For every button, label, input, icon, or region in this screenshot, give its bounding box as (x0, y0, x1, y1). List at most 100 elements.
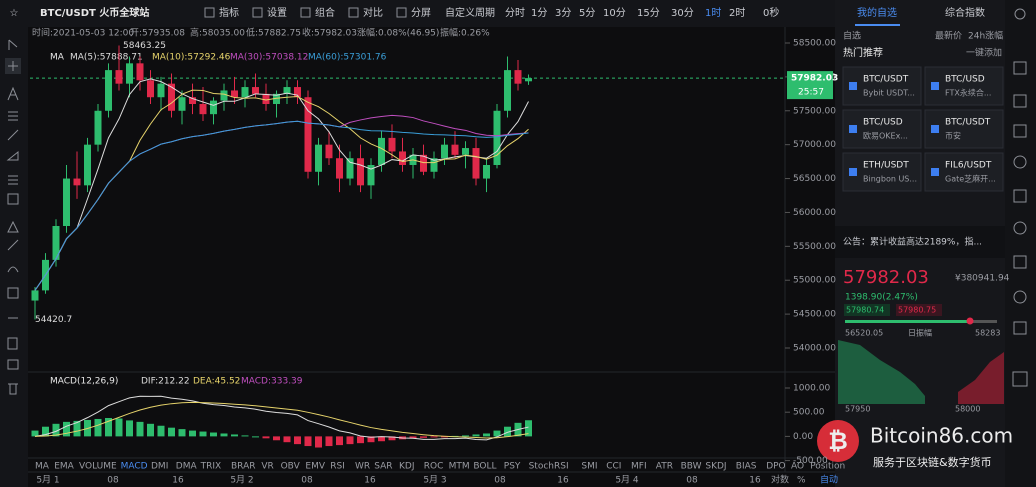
tool-icon[interactable] (7, 129, 19, 141)
indicator-tab[interactable]: BOLL (473, 462, 496, 472)
side-icon[interactable] (1013, 189, 1027, 203)
period-button[interactable]: 10分 (603, 7, 626, 19)
indicator-tab[interactable]: AO (791, 462, 804, 472)
candle-body (210, 100, 217, 115)
tool-icon[interactable] (8, 111, 18, 121)
tool-icon[interactable] (8, 61, 18, 71)
axis-option[interactable]: 自动 (820, 474, 838, 486)
symbol[interactable]: BTC/USDT 火币全球站 (40, 6, 149, 19)
tool-icon[interactable] (7, 359, 19, 370)
custom-period[interactable]: 自定义周期 (445, 6, 495, 19)
tool-icon[interactable] (7, 337, 18, 350)
depth-asks (958, 352, 1004, 404)
col-header: 24h涨幅 (968, 30, 1003, 42)
tool-icon[interactable] (7, 220, 19, 233)
period-button[interactable]: 5分 (579, 7, 595, 19)
side-icon[interactable] (1012, 371, 1028, 387)
indicator-tab[interactable]: MFI (631, 462, 647, 472)
tool-icon[interactable] (7, 287, 19, 299)
star-icon[interactable]: ☆ (10, 8, 19, 19)
toolbar-button[interactable]: 设置 (267, 7, 287, 19)
toolbar-button[interactable]: 组合 (315, 6, 335, 19)
tool-icon[interactable] (8, 383, 18, 395)
period-button[interactable]: 1时 (705, 7, 721, 19)
period-button[interactable]: 2时 (729, 7, 745, 19)
indicator-tab[interactable]: SAR (374, 462, 392, 472)
period-button[interactable]: 3分 (555, 7, 571, 19)
add-all[interactable]: 一键添加 (966, 47, 1002, 59)
tool-icon[interactable] (7, 266, 19, 273)
panel-tab[interactable]: 我的自选 (857, 6, 897, 19)
indicator-tab[interactable]: ATR (656, 462, 673, 472)
side-icon[interactable] (1013, 221, 1027, 235)
period-button[interactable]: 分时 (505, 7, 525, 19)
side-icon[interactable] (1014, 8, 1026, 20)
indicator-tab[interactable]: KDJ (399, 462, 415, 472)
indicator-tab[interactable]: MA (35, 462, 50, 472)
indicator-tab[interactable]: DMA (176, 462, 198, 472)
side-icon[interactable] (1013, 321, 1027, 335)
side-icon[interactable] (1013, 94, 1027, 108)
indicator-tab[interactable]: MTM (449, 462, 470, 472)
indicator-tab[interactable]: BBW (681, 462, 702, 472)
period-button[interactable]: 30分 (671, 7, 694, 19)
side-icon[interactable] (1013, 124, 1027, 138)
macd-line (34, 395, 529, 441)
notice[interactable]: 公告：累计收益高达2189%，指... (843, 236, 982, 248)
tool-icon[interactable] (7, 193, 19, 205)
indicator-tab[interactable]: RSI (330, 462, 345, 472)
macd-bar (336, 436, 343, 446)
indicator-tab[interactable]: TRIX (200, 462, 222, 472)
last-price-box (787, 71, 833, 100)
toolbar-button[interactable]: 指标 (219, 6, 239, 19)
indicator-tab[interactable]: EMV (305, 462, 325, 472)
indicator-tab[interactable]: MACD (121, 462, 148, 472)
indicator-tab[interactable]: Position (810, 462, 845, 472)
side-icon[interactable] (1013, 255, 1027, 269)
panel-tab[interactable]: 综合指数 (945, 6, 985, 19)
indicator-tab[interactable]: ROC (424, 462, 444, 472)
indicator-tab[interactable]: SMI (581, 462, 597, 472)
indicator-tab[interactable]: PSY (504, 462, 521, 472)
indicator-tab[interactable]: SKDJ (705, 462, 726, 472)
y-tick-label: 57500.00 (793, 106, 836, 116)
toolbar-button[interactable]: 对比 (363, 6, 383, 19)
indicator-tab[interactable]: DPO (766, 462, 785, 472)
watermark-site: Bitcoin86.com (870, 424, 1013, 448)
indicator-tab[interactable]: VOLUME (79, 462, 117, 472)
candle-body (304, 97, 312, 172)
indicator-tab[interactable]: StochRSI (529, 462, 569, 472)
side-icon[interactable] (1013, 61, 1027, 75)
macd-bar (241, 435, 249, 437)
indicator-tab[interactable]: OBV (281, 462, 301, 472)
tool-icon[interactable] (6, 150, 19, 161)
x-tick-label: 16 (557, 476, 569, 486)
axis-option[interactable]: 对数 (771, 474, 789, 486)
high-note: 58463.25 (123, 41, 166, 51)
info-low: 低:57882.75 (246, 27, 301, 39)
ma-line (34, 78, 529, 291)
side-icon[interactable] (1013, 155, 1027, 169)
indicator-tab[interactable]: CCI (606, 462, 621, 472)
indicator-tab[interactable]: BIAS (736, 462, 757, 472)
tool-icon[interactable] (7, 239, 19, 251)
candle-body (441, 144, 448, 159)
candle-body (168, 83, 175, 111)
card-pair: BTC/USDT (945, 118, 991, 128)
indicator-tab[interactable]: WR (355, 462, 370, 472)
tool-icon[interactable] (8, 39, 18, 50)
indicator-tab[interactable]: EMA (54, 462, 74, 472)
macd-bar (168, 427, 175, 437)
tool-icon[interactable] (8, 175, 18, 185)
side-icon[interactable] (1013, 290, 1027, 304)
depth-right: 58000 (955, 405, 980, 414)
indicator-tab[interactable]: DMI (151, 462, 168, 472)
period-button[interactable]: 15分 (637, 7, 660, 19)
timer: 0秒 (763, 6, 779, 19)
period-button[interactable]: 1分 (531, 7, 547, 19)
indicator-tab[interactable]: VR (261, 462, 273, 472)
tool-icon[interactable] (7, 86, 19, 101)
indicator-tab[interactable]: BRAR (231, 462, 255, 472)
toolbar-button[interactable]: 分屏 (411, 7, 431, 19)
axis-option[interactable]: % (797, 476, 806, 486)
